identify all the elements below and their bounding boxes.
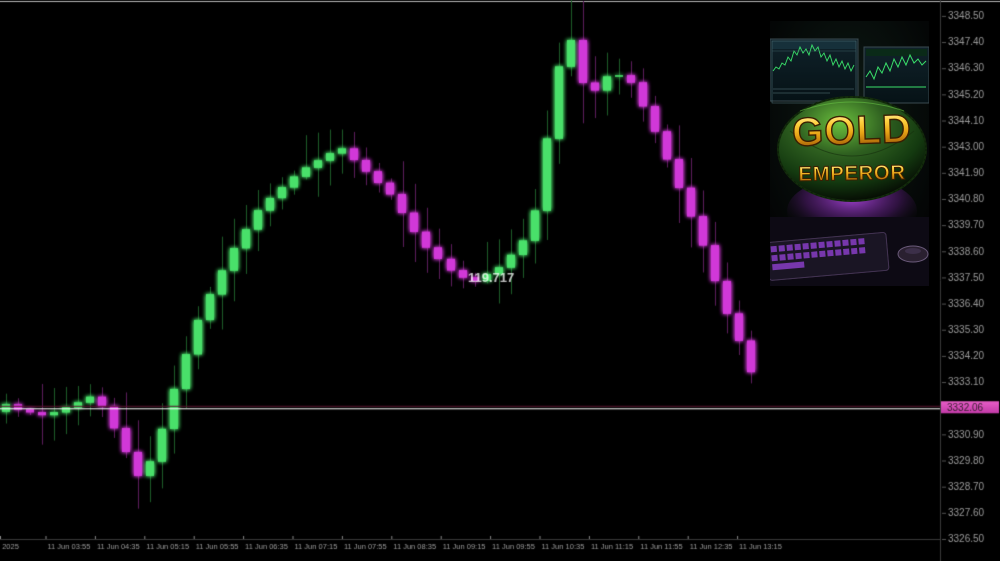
svg-text:GOLD: GOLD (791, 107, 912, 155)
svg-text:EMPEROR: EMPEROR (798, 161, 906, 186)
